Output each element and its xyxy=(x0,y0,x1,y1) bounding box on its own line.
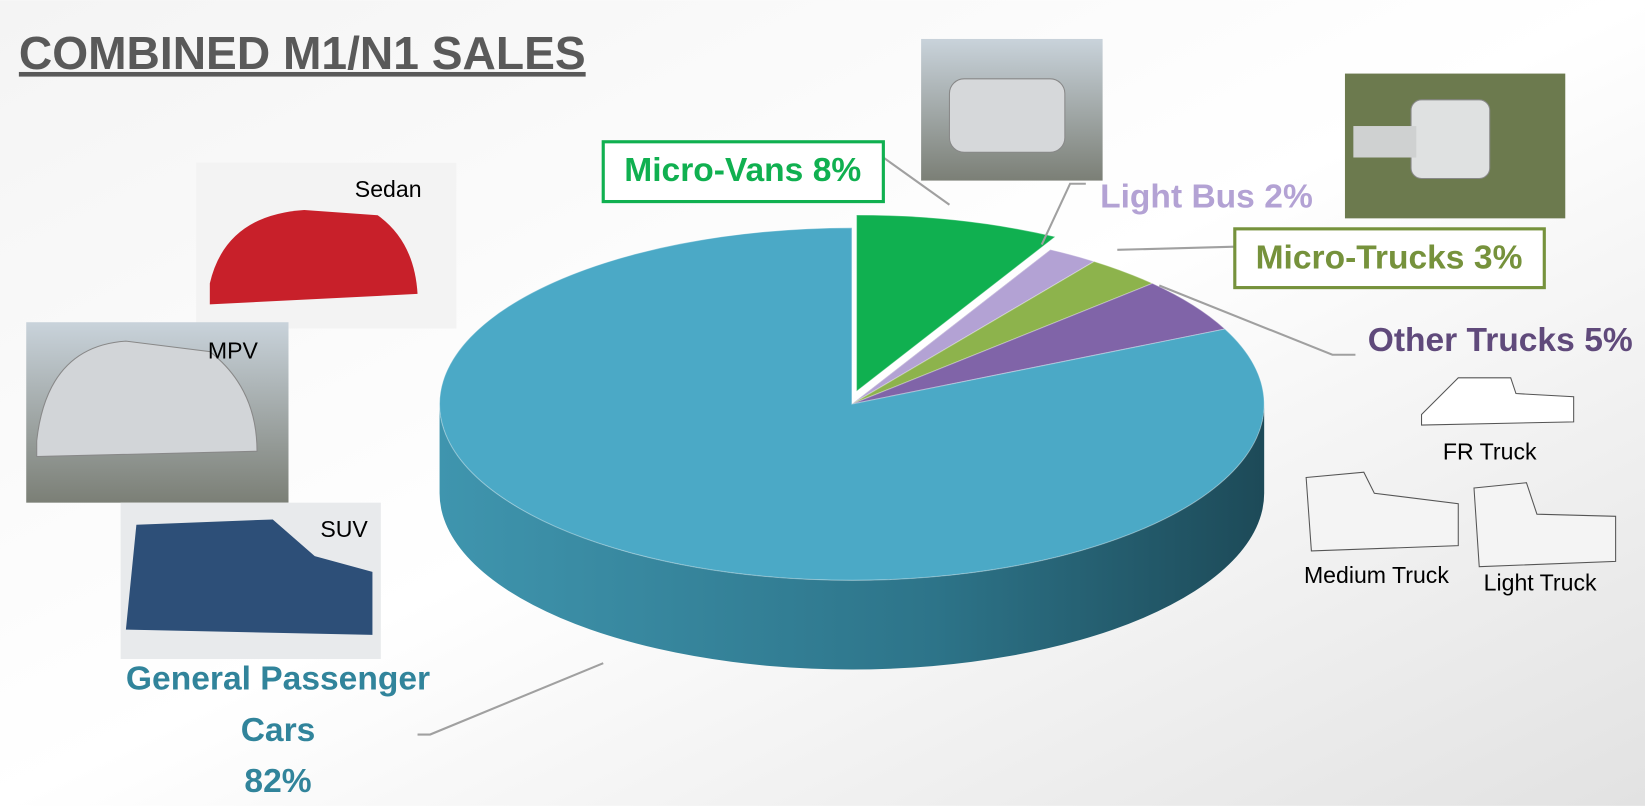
photo-caption: FR Truck xyxy=(1443,438,1537,464)
slide: COMBINED M1/N1 SALES Sedan MPV SUV FR Tr… xyxy=(0,0,1645,806)
value-label: 8% xyxy=(813,152,862,189)
category-label: Other Trucks xyxy=(1368,322,1575,359)
slice-label: General Passenger Cars 82% xyxy=(126,653,430,806)
photo xyxy=(1345,74,1565,219)
photo-caption: SUV xyxy=(320,516,368,542)
value-label: 2% xyxy=(1264,178,1313,215)
category-label: General Passenger Cars xyxy=(126,653,430,756)
category-label: Light Bus xyxy=(1100,178,1255,215)
page: COMBINED M1/N1 SALES Sedan MPV SUV FR Tr… xyxy=(0,0,1645,806)
value-label: 82% xyxy=(126,756,430,806)
category-label: Micro-Vans xyxy=(624,152,803,189)
chart-title: COMBINED M1/N1 SALES xyxy=(19,27,586,79)
photo-caption: MPV xyxy=(208,338,259,364)
general-label: General Passenger Cars 82% xyxy=(126,653,430,806)
value-label: 5% xyxy=(1584,322,1633,359)
value-label: 3% xyxy=(1474,239,1523,276)
slice-label: Micro-Vans 8% xyxy=(624,152,861,189)
category-label: Micro-Trucks xyxy=(1256,239,1465,276)
photo-caption: Light Truck xyxy=(1484,570,1597,596)
photo-caption: Sedan xyxy=(355,176,422,202)
photo xyxy=(921,39,1102,181)
pie xyxy=(440,215,1265,669)
photo-caption: Medium Truck xyxy=(1304,562,1449,588)
